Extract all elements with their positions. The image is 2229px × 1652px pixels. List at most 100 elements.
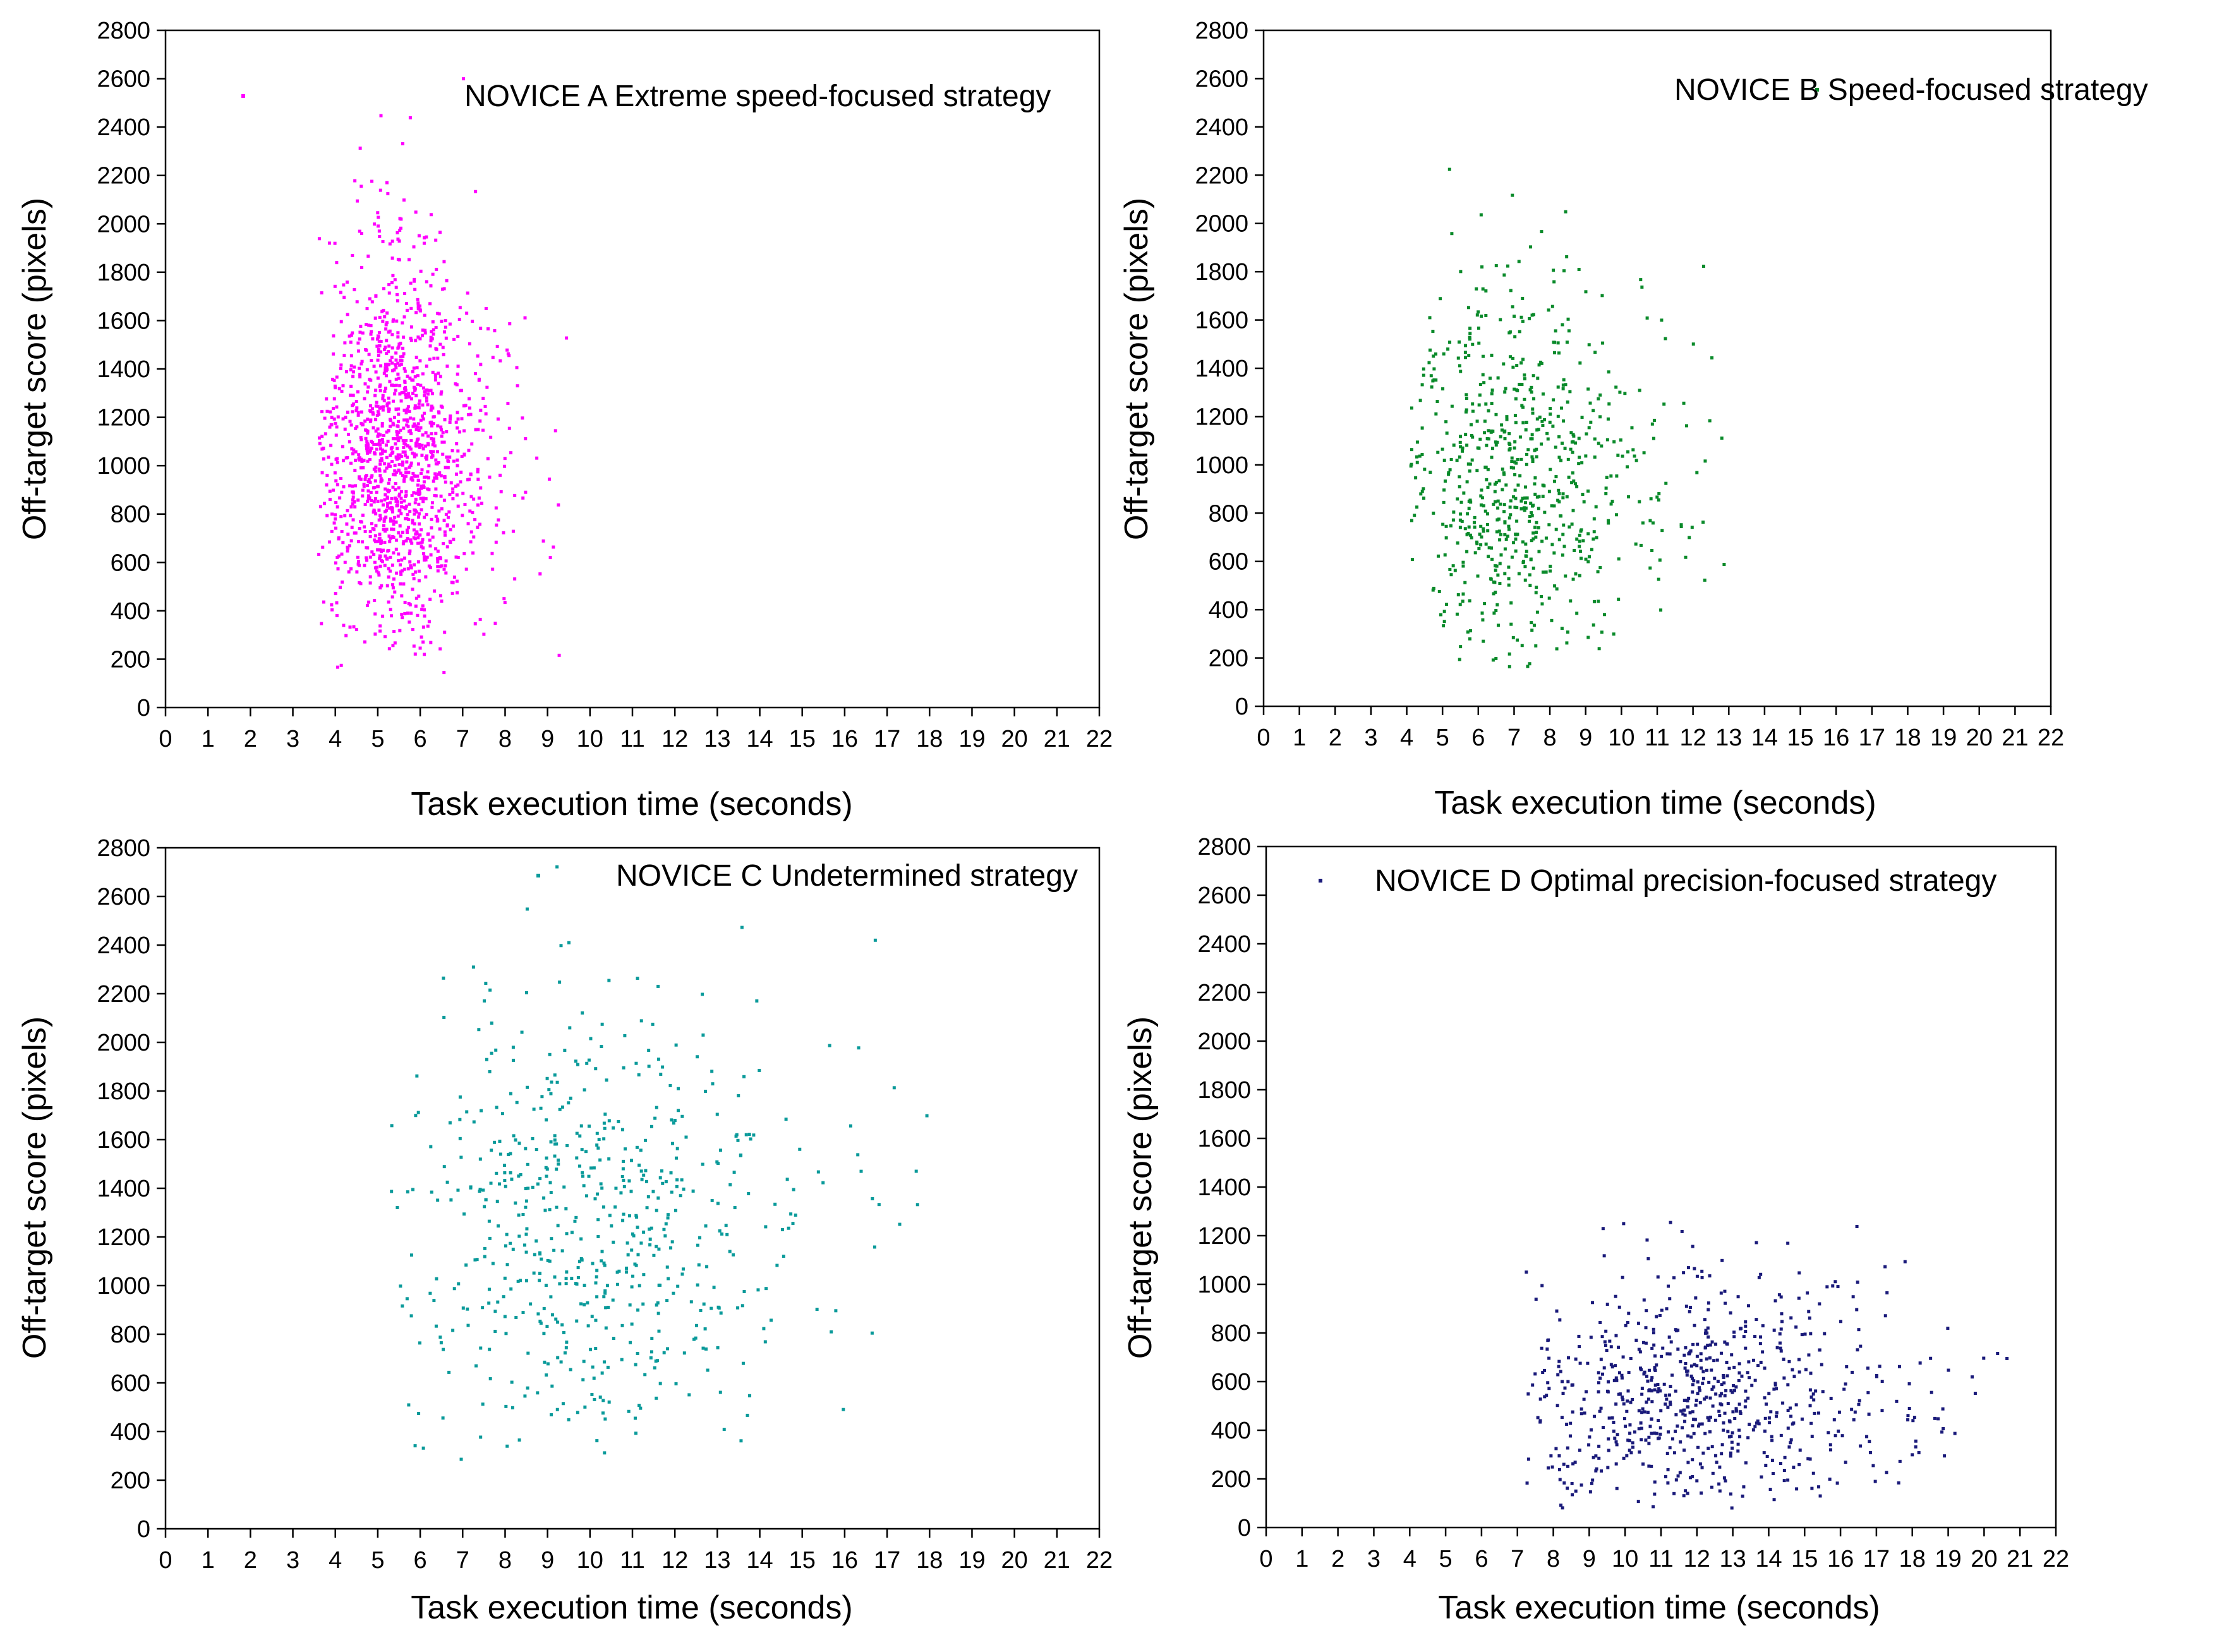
- data-point: [1617, 598, 1621, 601]
- data-point: [460, 417, 464, 421]
- data-point: [1655, 1363, 1658, 1367]
- data-point: [552, 545, 555, 549]
- data-point: [320, 471, 324, 474]
- data-point: [1557, 538, 1561, 541]
- data-point: [656, 1058, 660, 1061]
- data-point: [414, 497, 418, 501]
- plot-frame: [1262, 29, 2052, 708]
- data-point: [1531, 537, 1535, 541]
- data-point: [1691, 1458, 1694, 1462]
- data-point: [414, 444, 418, 448]
- data-point: [1778, 1341, 1782, 1345]
- y-tick-label: 0: [1238, 1515, 1251, 1541]
- data-point: [1484, 402, 1488, 406]
- data-point: [366, 459, 370, 463]
- data-point: [1604, 1344, 1607, 1348]
- data-point: [411, 588, 414, 591]
- data-point: [488, 1236, 492, 1240]
- data-point: [703, 1327, 707, 1331]
- data-point: [1770, 1435, 1773, 1438]
- data-point: [1526, 665, 1530, 668]
- data-point: [503, 1276, 507, 1280]
- data-point: [1706, 1308, 1710, 1311]
- data-point: [379, 452, 383, 456]
- data-point: [400, 612, 404, 616]
- data-point: [426, 470, 430, 474]
- data-point: [354, 531, 358, 535]
- data-point: [409, 461, 413, 465]
- data-point: [1711, 1404, 1715, 1408]
- data-point: [1545, 431, 1549, 435]
- data-point: [379, 350, 383, 354]
- data-point: [513, 577, 517, 581]
- data-point: [352, 625, 356, 629]
- data-point: [473, 372, 477, 376]
- data-point: [1714, 1392, 1718, 1396]
- data-point: [349, 341, 353, 344]
- data-point: [533, 1253, 536, 1257]
- data-point: [1482, 504, 1485, 508]
- data-point: [1537, 550, 1541, 553]
- data-point: [625, 1241, 629, 1245]
- data-point: [1481, 354, 1485, 358]
- data-point: [409, 477, 413, 481]
- data-point: [605, 1078, 608, 1082]
- data-point: [401, 142, 404, 146]
- data-point: [1513, 473, 1517, 477]
- data-point: [358, 373, 362, 377]
- data-point: [471, 320, 474, 323]
- data-point: [1626, 465, 1629, 469]
- data-point: [479, 327, 483, 330]
- data-point: [442, 567, 446, 571]
- data-point: [1730, 1440, 1734, 1444]
- data-point: [445, 545, 449, 549]
- data-point: [504, 1185, 507, 1188]
- data-point: [1866, 1366, 1870, 1370]
- data-point: [407, 1403, 411, 1407]
- data-point: [483, 1246, 486, 1250]
- data-point: [370, 179, 374, 183]
- x-tick-label: 17: [1863, 1546, 1890, 1572]
- data-point: [426, 392, 430, 396]
- data-point: [505, 348, 509, 352]
- data-point: [1555, 1309, 1559, 1313]
- data-point: [1462, 491, 1466, 495]
- data-point: [1701, 1370, 1705, 1373]
- data-point: [456, 591, 459, 594]
- data-point: [1836, 1285, 1840, 1289]
- data-point: [1607, 519, 1610, 522]
- data-point: [1686, 1461, 1690, 1464]
- data-point: [443, 330, 447, 334]
- data-point: [524, 1205, 528, 1209]
- data-point: [1513, 440, 1517, 443]
- data-point: [381, 408, 385, 412]
- data-point: [1732, 1330, 1736, 1334]
- data-point: [388, 540, 392, 543]
- x-tick-label: 16: [1827, 1546, 1854, 1572]
- data-point: [404, 493, 408, 497]
- data-point: [1647, 1435, 1651, 1439]
- data-point: [414, 453, 418, 457]
- data-point: [377, 571, 380, 575]
- data-point: [1585, 1390, 1588, 1394]
- data-point: [594, 1318, 598, 1322]
- data-point: [373, 479, 377, 483]
- y-tick-label: 1400: [1197, 1174, 1251, 1201]
- data-point: [1618, 390, 1622, 394]
- data-point: [396, 453, 400, 457]
- data-point: [732, 1253, 735, 1257]
- x-tick-label: 4: [1403, 1546, 1417, 1572]
- data-point: [491, 356, 495, 359]
- data-point: [384, 554, 387, 558]
- data-point: [424, 575, 428, 579]
- data-point: [1502, 273, 1506, 277]
- x-tick-label: 0: [1257, 725, 1270, 751]
- data-point: [692, 1337, 696, 1341]
- data-point: [443, 475, 447, 479]
- x-tick-label: 11: [620, 1547, 644, 1574]
- data-point: [429, 408, 433, 412]
- data-point: [742, 1075, 746, 1078]
- data-point: [417, 234, 421, 238]
- data-point: [1580, 461, 1584, 465]
- data-point: [549, 1140, 553, 1144]
